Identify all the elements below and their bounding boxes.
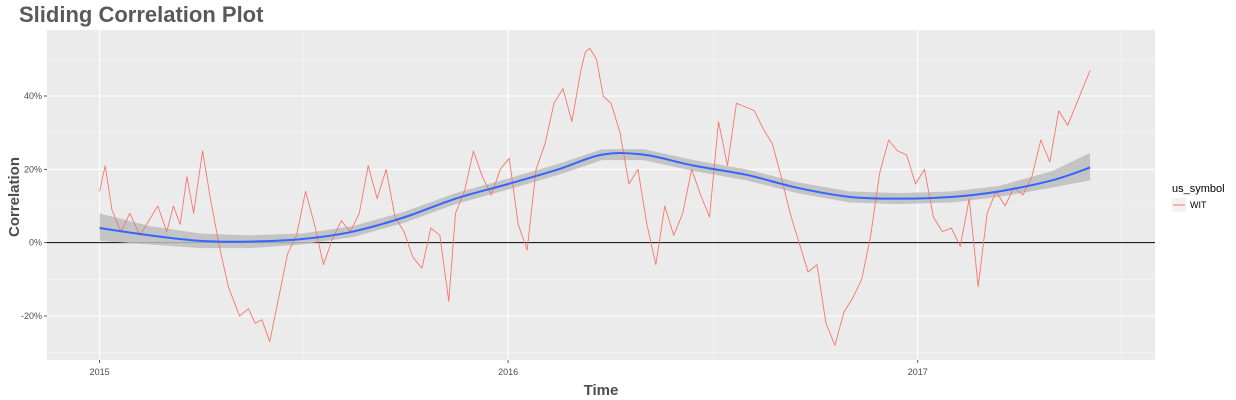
x-tick-label: 2016 [498,367,518,377]
series-line-wit [99,47,1091,346]
legend-label-wit: WIT [1190,200,1207,210]
legend: us_symbol WIT [1172,183,1225,212]
y-axis-ticks: -20% 0% 20% 40% [21,91,47,321]
chart-title: Sliding Correlation Plot [19,2,264,27]
y-axis-title: Correlation [6,157,23,237]
smooth-trend-line [99,152,1091,243]
x-tick-label: 2017 [908,367,928,377]
y-tick-label: -20% [21,311,42,321]
legend-title: us_symbol [1172,183,1225,195]
smooth-trend [99,152,1091,243]
x-tick-label: 2015 [90,367,110,377]
y-tick-label: 40% [24,91,42,101]
y-tick-label: 20% [24,164,42,174]
x-axis-ticks: 2015 2016 2017 [90,360,928,377]
series-lines [99,47,1091,346]
y-tick-label: 0% [29,238,42,248]
x-axis-title: Time [584,382,619,399]
